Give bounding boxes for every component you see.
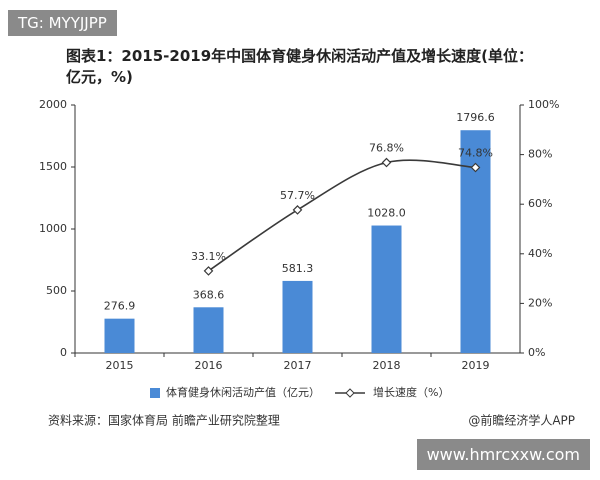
y2-tick-label: 0% — [528, 346, 545, 359]
bar-label: 1028.0 — [367, 207, 406, 220]
bar-label: 581.3 — [282, 262, 314, 275]
x-tick-label: 2015 — [106, 359, 134, 372]
line-marker — [203, 266, 214, 276]
line-label: 76.8% — [369, 142, 404, 155]
x-tick-label: 2016 — [195, 359, 223, 372]
x-tick-label: 2018 — [373, 359, 401, 372]
legend-marker — [345, 388, 355, 398]
y2-tick-label: 20% — [528, 296, 552, 309]
line-label: 57.7% — [280, 189, 315, 202]
bar-label: 1796.6 — [456, 111, 495, 124]
legend-label: 增长速度（%） — [373, 385, 449, 399]
y-tick-label: 2000 — [39, 98, 67, 111]
y-tick-label: 0 — [60, 346, 67, 359]
line-marker — [292, 205, 303, 215]
bar-label: 368.6 — [193, 288, 225, 301]
legend-label: 体育健身休闲活动产值（亿元） — [166, 385, 320, 399]
bar — [282, 280, 313, 353]
growth-line — [208, 159, 476, 272]
legend-swatch — [150, 388, 160, 398]
x-tick-label: 2017 — [284, 359, 312, 372]
bar — [193, 307, 224, 353]
line-marker — [470, 162, 481, 173]
y2-tick-label: 60% — [528, 197, 552, 210]
watermark: www.hmrcxxw.com — [416, 439, 590, 470]
tag: TG: MYYJJPP — [8, 10, 117, 36]
line-label: 74.8% — [458, 146, 493, 159]
credit: @前瞻经济学人APP — [468, 413, 575, 428]
source: 资料来源：国家体育局 前瞻产业研究院整理 — [48, 413, 280, 428]
bar — [104, 318, 135, 353]
chart-title: 图表1：2015-2019年中国体育健身休闲活动产值及增长速度(单位：亿元，%) — [66, 47, 534, 86]
line-label: 33.1% — [191, 250, 226, 263]
x-tick-label: 2019 — [462, 359, 490, 372]
y2-tick-label: 40% — [528, 247, 552, 260]
bar-label: 276.9 — [104, 300, 136, 313]
bar — [371, 225, 402, 353]
line-marker — [381, 157, 392, 168]
y2-tick-label: 80% — [528, 148, 552, 161]
y-tick-label: 500 — [46, 284, 67, 297]
y-tick-label: 1500 — [39, 160, 67, 173]
y-tick-label: 1000 — [39, 222, 67, 235]
y2-tick-label: 100% — [528, 98, 559, 111]
